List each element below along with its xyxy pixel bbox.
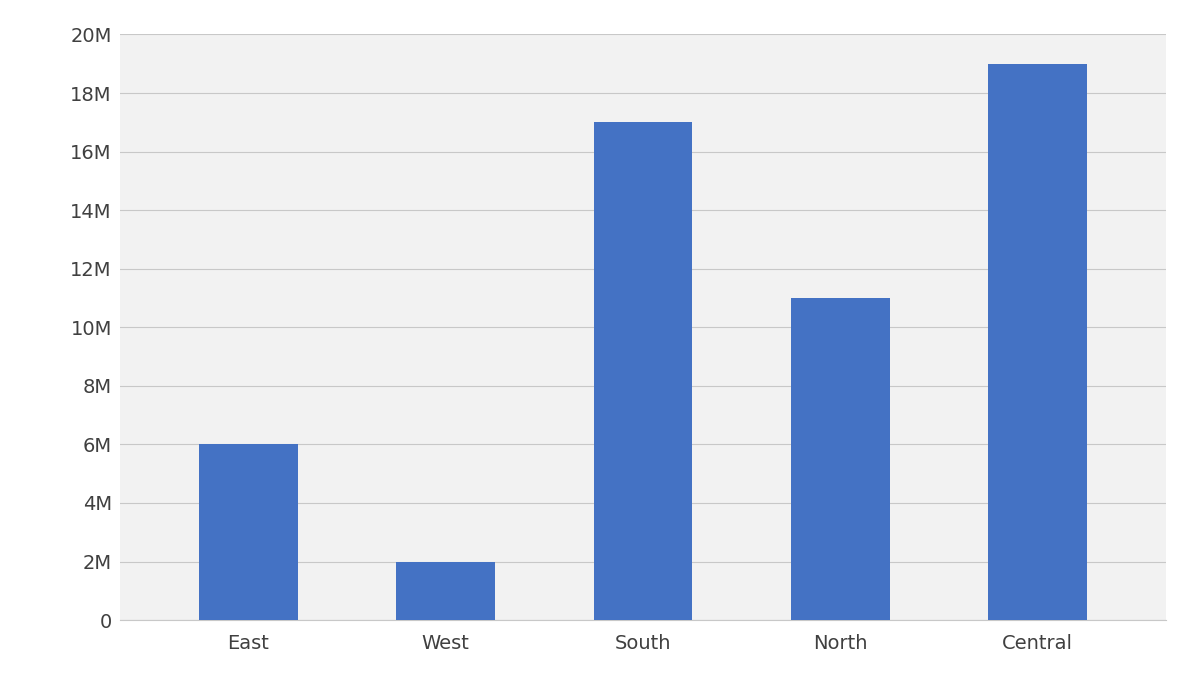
Bar: [594, 123, 692, 620]
Bar: [791, 298, 889, 620]
Bar: [200, 444, 298, 620]
Bar: [988, 64, 1087, 620]
Bar: [397, 562, 495, 620]
